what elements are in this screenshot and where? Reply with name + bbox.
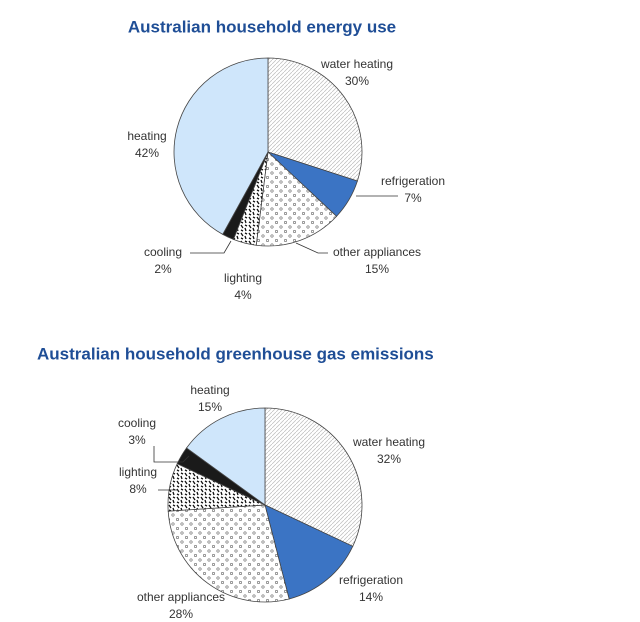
pie-slice: [264, 407, 363, 547]
slice-label: other appliances: [333, 245, 421, 259]
pie-slice: [185, 407, 266, 506]
slice-value-label: 4%: [234, 288, 252, 302]
leader-line: [153, 446, 190, 463]
slice-value-label: 3%: [128, 433, 146, 447]
slice-value-label: 2%: [154, 262, 172, 276]
slice-label: cooling: [118, 416, 156, 430]
slice-label: refrigeration: [339, 573, 403, 587]
slice-value-label: 30%: [345, 74, 369, 88]
leader-line: [295, 242, 328, 254]
pie-slice: [255, 151, 338, 247]
slice-value-label: 15%: [198, 400, 222, 414]
slice-value-label: 28%: [169, 607, 193, 621]
pie-slice: [264, 504, 354, 600]
pie-slice: [267, 57, 363, 182]
pie-slice: [173, 57, 269, 235]
chart-title: Australian household greenhouse gas emis…: [37, 344, 434, 363]
slice-value-label: 8%: [129, 482, 147, 496]
slice-value-label: 7%: [404, 191, 422, 205]
slice-label: lighting: [224, 271, 262, 285]
slice-label: cooling: [144, 245, 182, 259]
slice-label: lighting: [119, 465, 157, 479]
pie-slice: [167, 504, 290, 603]
slice-label: water heating: [320, 57, 393, 71]
slice-value-label: 15%: [365, 262, 389, 276]
slice-value-label: 14%: [359, 590, 383, 604]
slice-label: water heating: [352, 435, 425, 449]
chart-title: Australian household energy use: [128, 17, 396, 36]
slice-value-label: 32%: [377, 452, 401, 466]
slice-value-label: 42%: [135, 146, 159, 160]
leader-line: [190, 240, 232, 254]
slice-label: heating: [190, 383, 229, 397]
slice-label: other appliances: [137, 590, 225, 604]
slice-label: heating: [127, 129, 166, 143]
slice-label: refrigeration: [381, 174, 445, 188]
